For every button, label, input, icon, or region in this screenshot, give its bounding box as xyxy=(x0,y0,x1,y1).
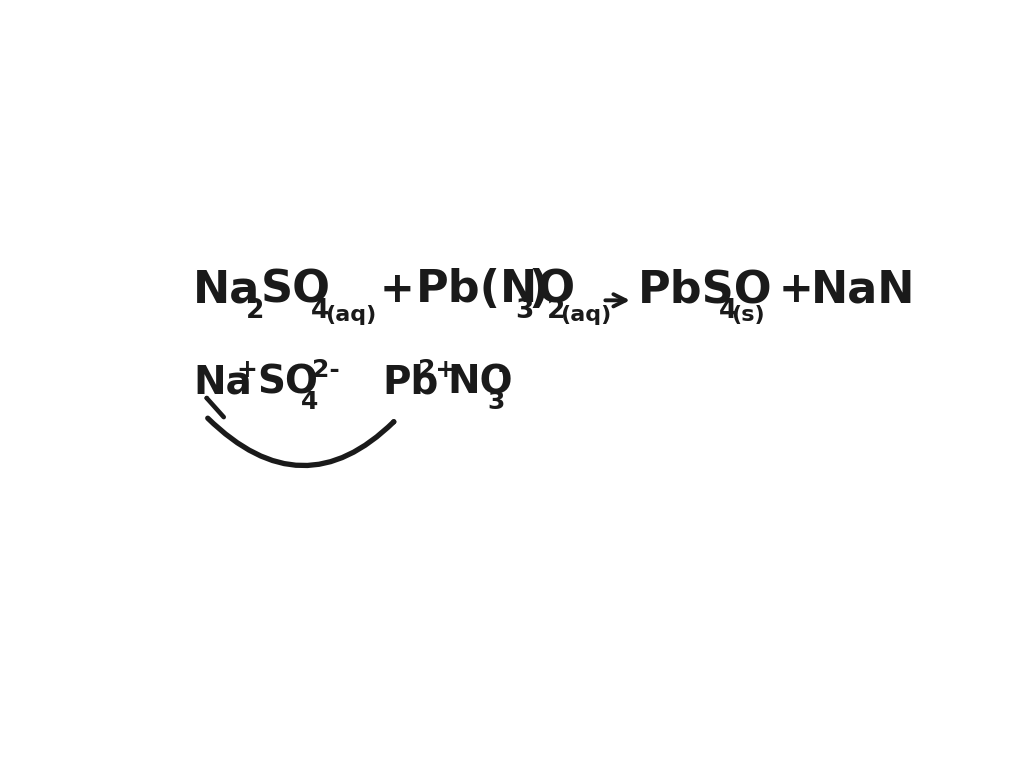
Text: SO: SO xyxy=(257,364,318,402)
Text: 4: 4 xyxy=(301,390,318,414)
FancyArrowPatch shape xyxy=(207,398,224,417)
Text: NO: NO xyxy=(447,364,513,402)
Text: NaN: NaN xyxy=(811,268,915,311)
Text: +: + xyxy=(237,358,258,382)
Text: +: + xyxy=(778,269,813,311)
Text: 2: 2 xyxy=(547,298,565,324)
Text: 4: 4 xyxy=(719,298,737,324)
Text: -: - xyxy=(498,358,508,382)
Text: +: + xyxy=(380,269,415,311)
Text: Na: Na xyxy=(194,364,252,402)
Text: 4: 4 xyxy=(310,298,329,324)
Text: (aq): (aq) xyxy=(325,305,376,325)
Text: SO: SO xyxy=(260,268,331,311)
Text: Pb(NO: Pb(NO xyxy=(416,268,577,311)
Text: 2: 2 xyxy=(246,298,264,324)
FancyArrowPatch shape xyxy=(208,419,394,465)
Text: Pb: Pb xyxy=(382,364,438,402)
Text: 3: 3 xyxy=(487,390,505,414)
Text: 2-: 2- xyxy=(312,358,340,382)
Text: 3: 3 xyxy=(515,298,534,324)
Text: (s): (s) xyxy=(731,305,765,325)
Text: ): ) xyxy=(528,268,549,311)
Text: 2+: 2+ xyxy=(418,358,456,382)
Text: (aq): (aq) xyxy=(560,305,611,325)
Text: Na: Na xyxy=(194,268,260,311)
Text: PbSO: PbSO xyxy=(638,268,773,311)
